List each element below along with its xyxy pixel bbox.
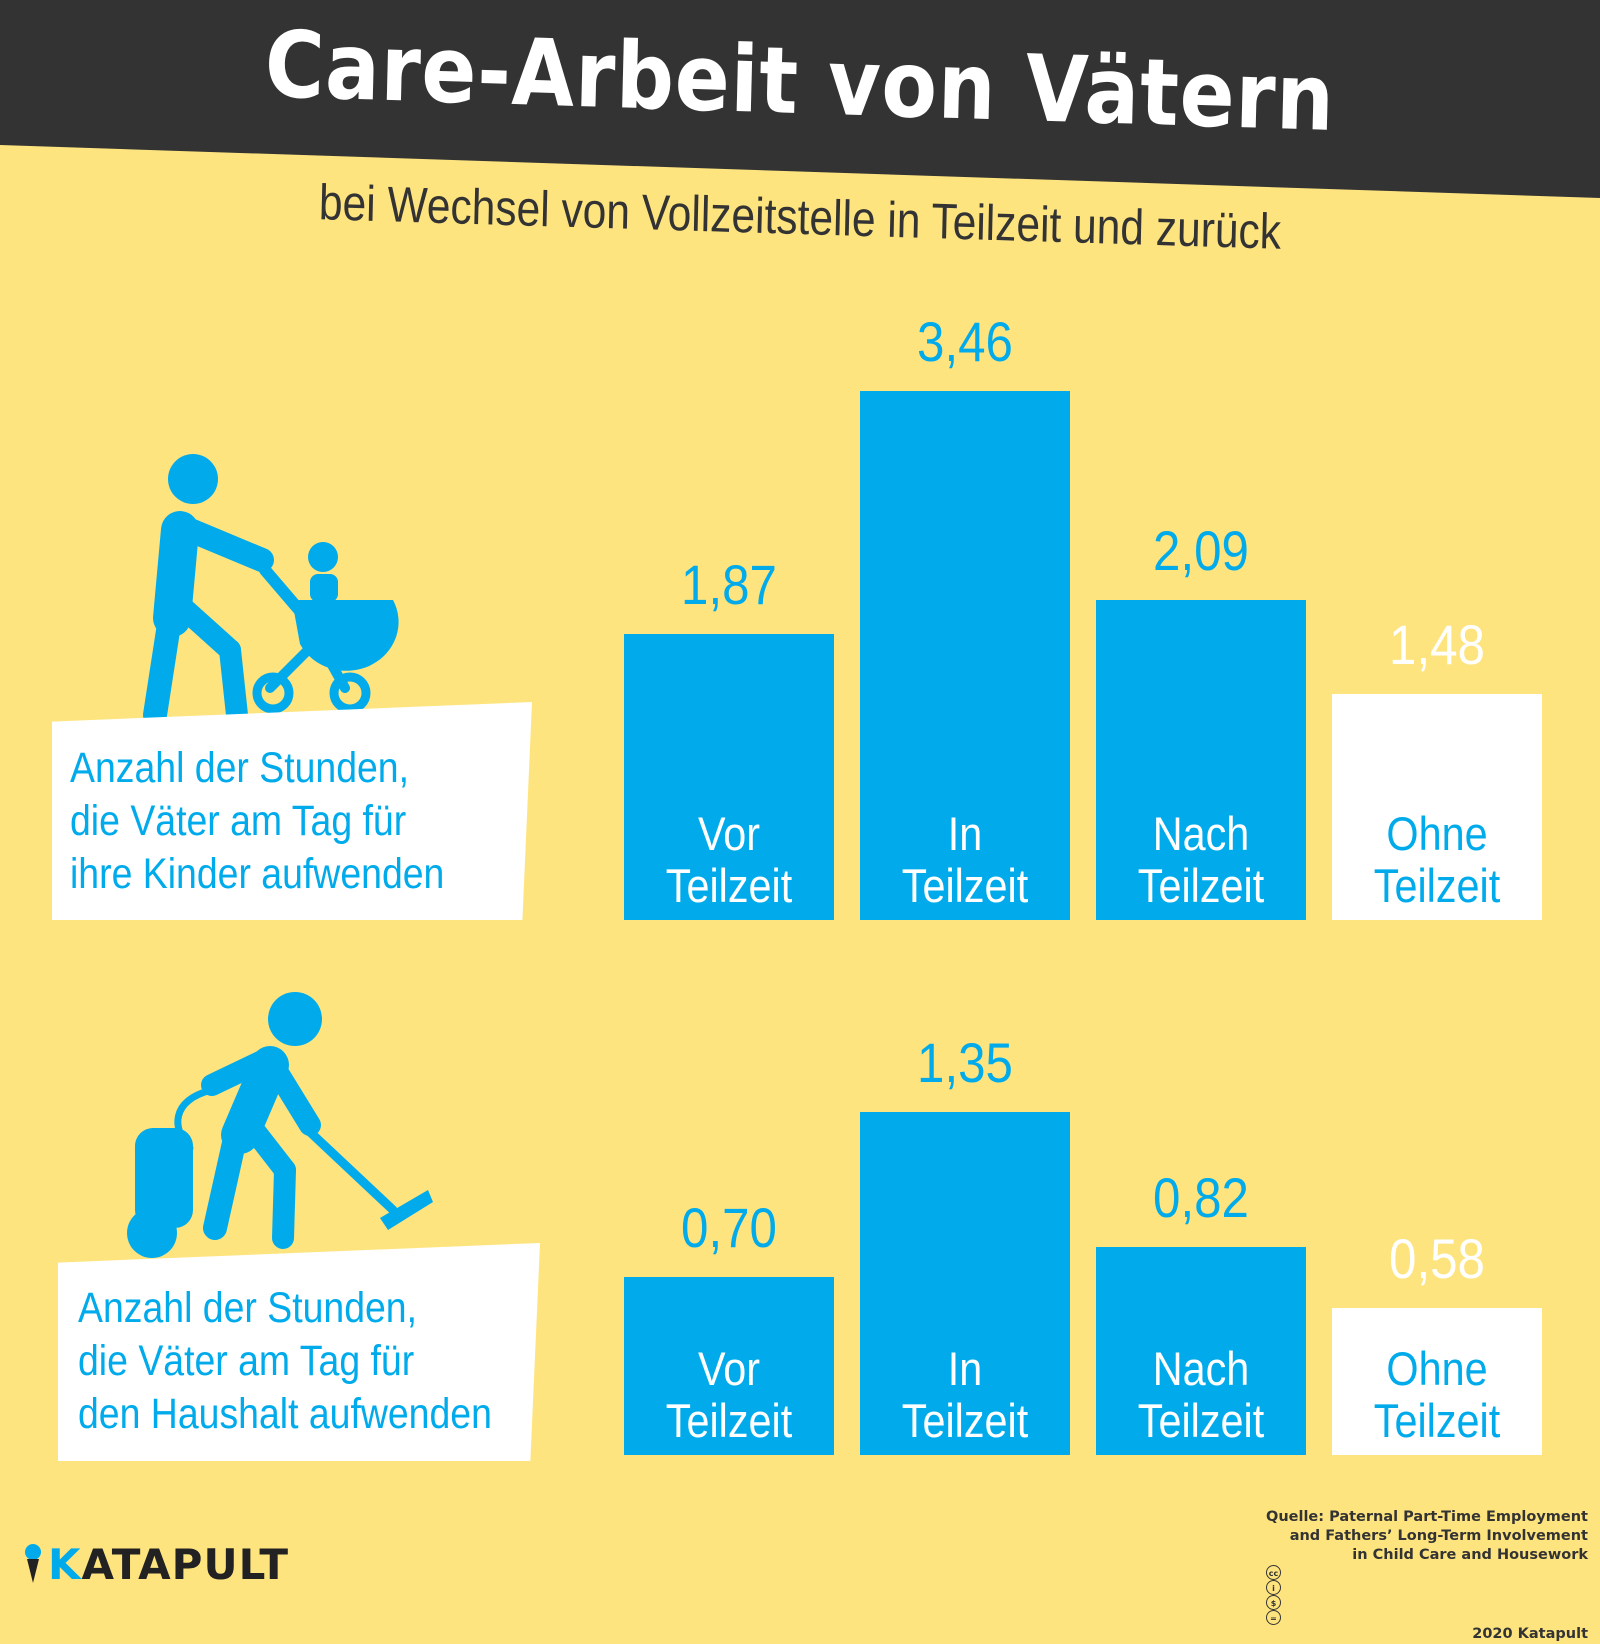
bar-value-label: 1,48 bbox=[1389, 612, 1485, 676]
bar-category-line: Teilzeit bbox=[1137, 859, 1265, 912]
bar-category-line: In bbox=[947, 807, 983, 860]
katapult-logo[interactable]: KATAPULT bbox=[18, 1540, 289, 1589]
bar bbox=[1332, 1307, 1542, 1455]
copyright-text: 2020 Katapult bbox=[1472, 1626, 1588, 1642]
bar-category-label: Nach Teilzeit bbox=[1109, 1343, 1294, 1447]
bar-value-label: 0,70 bbox=[681, 1196, 777, 1260]
label-line: den Haushalt aufwenden bbox=[78, 1390, 492, 1438]
bar-category-line: Ohne bbox=[1386, 1342, 1488, 1395]
logo-k: K bbox=[48, 1540, 82, 1589]
bar bbox=[860, 1112, 1070, 1455]
license-row: cc i $ = 2020 Katapult bbox=[1266, 1565, 1588, 1644]
label-line: Anzahl der Stunden, bbox=[78, 1284, 418, 1332]
label-card-childcare: Anzahl der Stunden, die Väter am Tag für… bbox=[52, 702, 532, 920]
logo-rest: ATAPULT bbox=[81, 1540, 290, 1589]
bar-category-line: Teilzeit bbox=[1373, 859, 1501, 912]
bar-category-label: Vor Teilzeit bbox=[637, 808, 822, 912]
by-icon: i bbox=[1266, 1580, 1281, 1595]
bar-category-line: Teilzeit bbox=[901, 1394, 1029, 1447]
bar-category-line: Nach bbox=[1152, 807, 1250, 860]
bar-category-line: In bbox=[947, 1342, 983, 1395]
bar-category-label: Nach Teilzeit bbox=[1109, 808, 1294, 912]
bar-value-label: 0,82 bbox=[1153, 1165, 1249, 1229]
bar-value-label: 0,58 bbox=[1389, 1226, 1485, 1290]
nc-icon: $ bbox=[1266, 1595, 1281, 1610]
bar-value-label: 1,87 bbox=[681, 552, 777, 616]
bar bbox=[1096, 1246, 1306, 1455]
bar bbox=[860, 390, 1070, 920]
label-line: Anzahl der Stunden, bbox=[70, 744, 410, 792]
bar-category-line: Teilzeit bbox=[901, 859, 1029, 912]
header-band bbox=[0, 0, 1600, 198]
label-card-housework: Anzahl der Stunden, die Väter am Tag für… bbox=[58, 1243, 540, 1461]
bar bbox=[1332, 693, 1542, 920]
source-line: in Child Care and Housework bbox=[1352, 1547, 1588, 1563]
label-line: die Väter am Tag für bbox=[70, 797, 407, 845]
label-line: die Väter am Tag für bbox=[78, 1337, 415, 1385]
bar-category-line: Vor bbox=[697, 807, 761, 860]
bar-category-line: Teilzeit bbox=[1373, 1394, 1501, 1447]
source-line: and Fathers’ Long-Term Involvement bbox=[1289, 1528, 1588, 1544]
source-note: Quelle: Paternal Part-Time Employment an… bbox=[1266, 1508, 1588, 1644]
bar-category-label: Vor Teilzeit bbox=[637, 1343, 822, 1447]
bar-category-line: Vor bbox=[697, 1342, 761, 1395]
cc-icon: cc bbox=[1266, 1565, 1281, 1580]
bar-category-line: Teilzeit bbox=[665, 1394, 793, 1447]
bar-category-line: Nach bbox=[1152, 1342, 1250, 1395]
bar-category-label: In Teilzeit bbox=[873, 1343, 1058, 1447]
bar bbox=[624, 1277, 834, 1455]
bar-category-label: In Teilzeit bbox=[873, 808, 1058, 912]
bar-category-line: Teilzeit bbox=[665, 859, 793, 912]
bar-category-label: Ohne Teilzeit bbox=[1345, 1343, 1530, 1447]
bar-value-label: 1,35 bbox=[917, 1031, 1013, 1095]
source-line: Quelle: Paternal Part-Time Employment bbox=[1266, 1509, 1588, 1525]
bar-category-line: Ohne bbox=[1386, 807, 1488, 860]
bar bbox=[624, 633, 834, 920]
bar-category-line: Teilzeit bbox=[1137, 1394, 1265, 1447]
father-vacuuming-icon bbox=[127, 992, 433, 1258]
father-with-stroller-icon bbox=[143, 454, 399, 727]
bar-value-label: 2,09 bbox=[1153, 519, 1249, 583]
bar-category-label: Ohne Teilzeit bbox=[1345, 808, 1530, 912]
bar bbox=[1096, 600, 1306, 920]
katapult-catapult-icon bbox=[25, 1543, 41, 1583]
bar-value-label: 3,46 bbox=[917, 309, 1013, 373]
nd-icon: = bbox=[1266, 1610, 1281, 1625]
label-line: ihre Kinder aufwenden bbox=[70, 850, 445, 898]
